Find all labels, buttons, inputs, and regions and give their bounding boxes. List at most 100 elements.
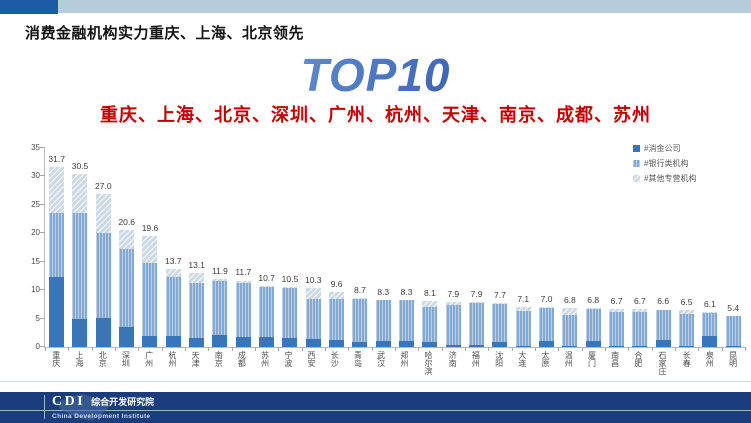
y-axis-tick-label: 10	[31, 285, 40, 295]
x-axis-tick	[45, 347, 46, 351]
bar-segment-series-0	[422, 341, 438, 347]
y-axis-tick	[40, 203, 45, 205]
bar-segment-series-0	[632, 345, 648, 347]
bar-segment-series-2	[539, 307, 555, 308]
bar-group: 7.1	[512, 148, 535, 347]
value-label: 6.5	[680, 297, 693, 308]
bar-segment-series-2	[165, 269, 181, 277]
bar-segment-series-2	[632, 308, 648, 312]
x-axis-label-slot: 深圳	[114, 351, 137, 375]
bar-segment-series-1	[95, 233, 111, 319]
x-axis-tick	[301, 347, 303, 351]
bar-segment-series-2	[492, 303, 508, 304]
bar-segment-series-0	[329, 340, 345, 347]
x-axis-tick	[721, 347, 723, 351]
bar-segment-series-0	[515, 345, 531, 347]
bar-group: 8.3	[372, 148, 395, 347]
y-axis-tick	[40, 147, 45, 148]
bar-segment-series-2	[119, 229, 135, 249]
legend-item: #消金公司	[633, 143, 696, 154]
x-axis-label: 温州	[564, 351, 574, 367]
bar-stack	[399, 299, 415, 347]
bar-segment-series-1	[422, 307, 438, 342]
value-label: 30.5	[71, 160, 89, 171]
x-axis-tick	[395, 347, 396, 351]
bar-group: 30.5	[68, 148, 91, 347]
bar-segment-series-0	[119, 326, 135, 347]
bar-segment-series-2	[305, 288, 321, 300]
x-axis-tick	[465, 347, 466, 351]
value-label: 8.3	[400, 286, 413, 297]
x-axis-label: 南京	[214, 351, 224, 367]
x-axis-tick	[535, 347, 536, 351]
bar-stack	[562, 308, 578, 347]
value-label: 6.8	[587, 295, 600, 306]
bar-segment-series-1	[445, 304, 461, 346]
legend-label: #银行类机构	[644, 159, 689, 168]
bar-segment-series-2	[655, 309, 671, 311]
bar-stack	[329, 292, 345, 347]
bar-group: 11.7	[232, 148, 255, 347]
bar-segment-series-2	[469, 302, 485, 303]
slide-title: 消费金融机构实力重庆、上海、北京领先	[25, 25, 305, 42]
x-axis-label-slot: 广州	[137, 351, 160, 375]
bar-segment-series-1	[282, 288, 298, 339]
x-axis-label: 南昌	[610, 351, 620, 367]
bar-stack	[282, 287, 298, 347]
bar-stack	[725, 316, 741, 347]
bar-group: 31.7	[45, 148, 68, 347]
bar-segment-series-0	[72, 319, 88, 347]
bar-segment-series-1	[585, 309, 601, 341]
x-axis-label: 长春	[682, 351, 692, 367]
bar-group: 11.9	[208, 148, 231, 347]
x-axis-label-slot: 泉州	[698, 351, 721, 375]
bar-segment-series-0	[399, 340, 415, 347]
bar-segment-series-2	[399, 299, 415, 301]
bar-segment-series-2	[95, 193, 111, 234]
bar-stack	[679, 310, 695, 347]
bar-segment-series-0	[49, 276, 65, 347]
bar-group: 6.6	[652, 148, 675, 347]
x-axis-tick	[371, 347, 373, 351]
value-label: 7.9	[470, 289, 483, 300]
bar-group: 6.8	[582, 148, 605, 347]
bar-group: 8.1	[418, 148, 441, 347]
bar-segment-series-2	[329, 292, 345, 300]
x-axis-label: 上海	[75, 351, 84, 367]
cdi-logo-chinese-name: 综合开发研究院	[91, 397, 155, 407]
cdi-logo-acronym: CDI	[52, 394, 86, 409]
bar-segment-series-1	[469, 302, 485, 346]
subtitle-cities: 重庆、上海、北京、深圳、广州、杭州、天津、南京、成都、苏州	[100, 105, 651, 125]
x-axis-tick	[745, 347, 746, 351]
x-axis-label: 成都	[237, 351, 247, 367]
bar-stack	[515, 306, 531, 347]
x-axis-label-slot: 大连	[510, 351, 533, 375]
bar-segment-series-2	[422, 300, 438, 308]
bar-segment-series-1	[725, 316, 741, 346]
bar-segment-series-0	[95, 318, 111, 347]
x-axis-label: 哈尔滨	[424, 351, 434, 375]
bar-segment-series-0	[562, 345, 578, 347]
bar-segment-series-2	[49, 166, 65, 214]
bar-group: 6.7	[628, 148, 651, 347]
x-axis-label-slot: 上海	[67, 351, 90, 375]
bar-segment-series-1	[632, 311, 648, 346]
y-axis-tick	[40, 346, 45, 347]
bar-segment-series-1	[515, 311, 531, 346]
bar-segment-series-0	[679, 345, 695, 347]
x-axis-tick	[698, 347, 700, 351]
x-axis-label: 泉州	[705, 351, 715, 367]
x-axis-label: 北京	[98, 351, 108, 367]
bar-segment-series-1	[329, 299, 345, 341]
bar-stack	[352, 297, 368, 347]
x-axis-label-slot: 长沙	[322, 351, 345, 375]
value-label: 8.1	[424, 287, 436, 298]
x-axis-labels: 重庆 上海 北京 深圳 广州 杭州 天津 南京 成都 苏州 宁波 西安 长沙 青岛 武汉 郑州 哈尔滨 济南 福州沈…	[44, 351, 744, 375]
bar-group: 27.0	[92, 148, 115, 347]
bar-segment-series-1	[539, 307, 555, 341]
x-axis-label-slot: 济南	[440, 351, 463, 375]
legend-swatch	[633, 160, 640, 167]
bar-segment-series-2	[189, 272, 205, 283]
y-axis-tick-label: 5	[35, 313, 40, 323]
bar-stack	[212, 279, 228, 347]
